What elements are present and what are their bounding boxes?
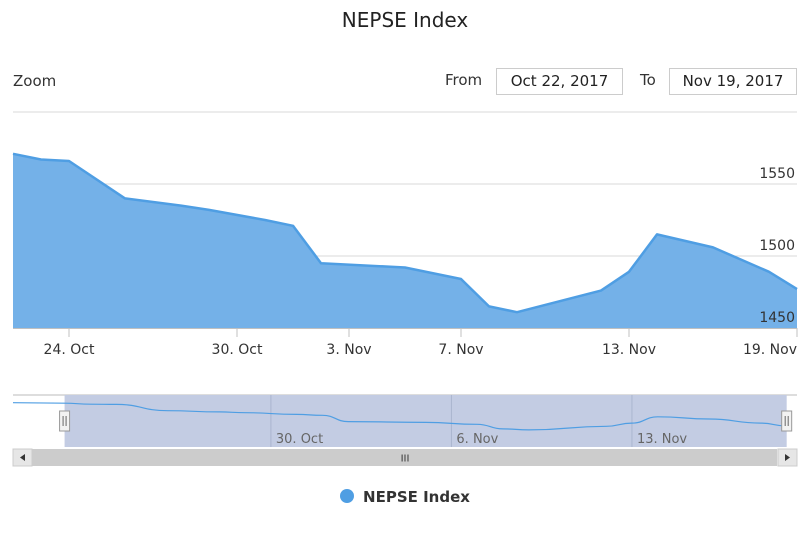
arrow-left-icon [20, 454, 25, 461]
navigator-series-line [12, 402, 787, 431]
series-line [12, 152, 798, 314]
navigator-tick-label: 13. Nov [637, 432, 687, 447]
navigator-handle-right[interactable] [781, 410, 793, 432]
navigator-scrollbar[interactable]: III [12, 448, 798, 467]
x-tick-label: 30. Oct [212, 342, 263, 358]
arrow-right-icon [785, 454, 790, 461]
series-area [13, 153, 797, 328]
scrollbar-grip: III [401, 454, 410, 465]
y-tick-label: 1550 [759, 166, 795, 182]
navigator-handle-left[interactable] [59, 410, 71, 432]
scrollbar-thumb [32, 449, 777, 466]
from-label: From [445, 71, 483, 89]
legend[interactable]: NEPSE Index [0, 488, 810, 506]
x-tick-label: 24. Oct [44, 342, 95, 358]
x-tick-label: 19. Nov [743, 342, 797, 358]
y-tick-label: 1500 [759, 238, 795, 254]
y-tick-label: 1450 [759, 310, 795, 326]
navigator-tick-label: 6. Nov [456, 432, 498, 447]
navigator-tick-label: 30. Oct [276, 432, 323, 447]
to-date-input[interactable]: Nov 19, 2017 [669, 68, 797, 95]
x-tick-label: 3. Nov [326, 342, 371, 358]
x-tick-label: 13. Nov [602, 342, 656, 358]
handle-box [59, 410, 71, 432]
chart-title: NEPSE Index [341, 8, 469, 32]
navigator-selection [64, 395, 787, 447]
legend-label: NEPSE Index [363, 488, 470, 506]
to-label: To [640, 71, 656, 89]
zoom-label: Zoom [13, 72, 57, 90]
handle-box [781, 410, 793, 432]
legend-marker-icon [340, 489, 355, 503]
x-tick-label: 7. Nov [438, 342, 483, 358]
from-date-input[interactable]: Oct 22, 2017 [496, 68, 623, 95]
